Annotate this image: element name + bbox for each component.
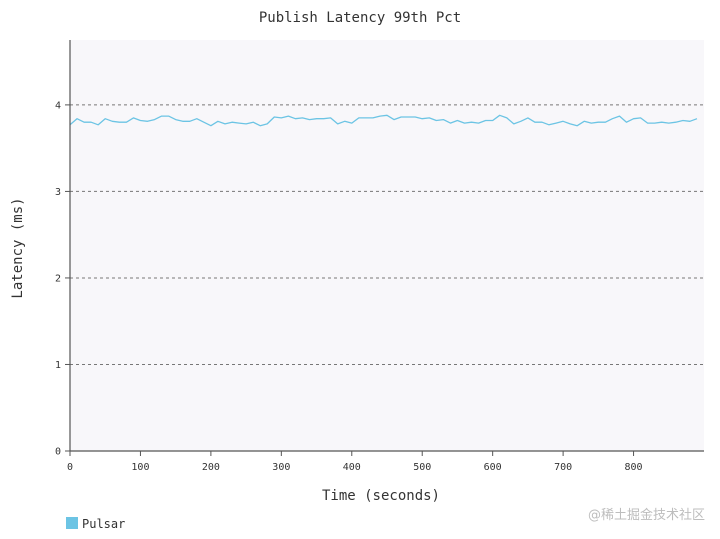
x-tick-label: 700	[554, 462, 572, 473]
y-ticks: 0 1 2 3 4	[55, 100, 70, 458]
y-tick-label: 4	[55, 100, 61, 111]
chart-title: Publish Latency 99th Pct	[259, 10, 461, 26]
legend-swatch-pulsar	[66, 517, 78, 529]
y-tick-label: 3	[55, 187, 61, 198]
x-axis-label: Time (seconds)	[322, 488, 440, 504]
x-ticks: 0 100 200 300 400 500 600 700 800	[67, 451, 643, 473]
axes	[69, 40, 704, 452]
x-tick-label: 0	[67, 462, 73, 473]
gridlines	[70, 104, 704, 365]
watermark: @稀土掘金技术社区	[588, 507, 705, 523]
x-tick-label: 200	[202, 462, 220, 473]
legend-label-pulsar: Pulsar	[82, 517, 125, 531]
x-tick-label: 800	[625, 462, 643, 473]
y-tick-label: 0	[55, 447, 61, 458]
series-line-pulsar	[69, 114, 698, 127]
series-layer	[69, 114, 698, 127]
x-tick-label: 600	[484, 462, 502, 473]
x-tick-label: 300	[272, 462, 290, 473]
y-tick-label: 2	[55, 273, 61, 284]
x-tick-label: 400	[343, 462, 361, 473]
legend: Pulsar	[66, 517, 125, 531]
x-tick-label: 100	[131, 462, 149, 473]
y-tick-label: 1	[55, 360, 61, 371]
y-axis-label: Latency (ms)	[10, 197, 26, 298]
plot-background	[70, 40, 704, 451]
x-tick-label: 500	[413, 462, 431, 473]
